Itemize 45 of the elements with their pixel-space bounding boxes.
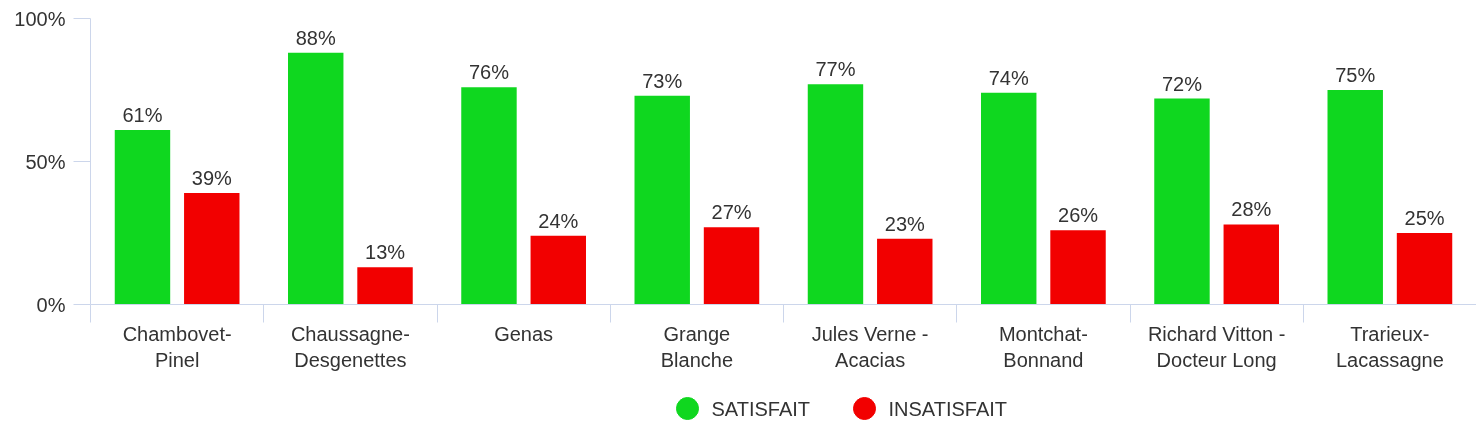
data-label: 28% <box>1231 198 1272 221</box>
legend-label: SATISFAIT <box>711 397 811 420</box>
data-label: 39% <box>191 166 233 189</box>
bar <box>1396 233 1453 305</box>
data-label: 72% <box>1161 72 1203 95</box>
x-tick-label: Grange Blanche <box>660 322 734 371</box>
data-label: 25% <box>1404 207 1445 229</box>
bar <box>634 95 690 305</box>
bar <box>1327 90 1383 305</box>
data-label: 13% <box>365 241 406 264</box>
y-tick-label: 100% <box>14 7 66 30</box>
data-label: 88% <box>295 26 336 49</box>
x-tick-label: Chambovet-Pinel <box>122 322 232 371</box>
data-label: 23% <box>884 212 926 235</box>
data-label: 77% <box>815 58 856 81</box>
y-tick-label: 50% <box>25 150 66 173</box>
data-label: 61% <box>122 104 163 127</box>
data-label: 24% <box>538 209 579 232</box>
bar <box>807 84 864 305</box>
x-tick-label: Richard Vitton - Docteur Long <box>1147 322 1286 371</box>
bar <box>461 87 517 305</box>
bar <box>288 52 344 305</box>
legend-label: INSATISFAIT <box>888 397 1008 420</box>
bar <box>1223 224 1279 305</box>
data-label: 76% <box>468 61 510 84</box>
y-tick-label: 0% <box>36 293 66 316</box>
bar <box>530 235 586 305</box>
bar <box>877 238 933 305</box>
data-label: 26% <box>1058 204 1099 227</box>
bar <box>184 192 240 305</box>
bar <box>1050 230 1106 305</box>
data-label: 27% <box>711 201 752 224</box>
x-tick-label: Jules Verne - Acacias <box>811 322 929 371</box>
x-tick-label: Chaussagne-Desgenettes <box>290 322 410 371</box>
x-tick-label: Trarieux-Lacassagne <box>1335 322 1444 371</box>
x-tick-label: Genas <box>494 322 554 345</box>
bar <box>357 267 413 305</box>
bar <box>703 227 760 305</box>
bar <box>114 130 171 305</box>
data-label: 75% <box>1335 64 1376 86</box>
bar <box>981 92 1037 305</box>
bar <box>1154 98 1210 305</box>
x-tick-label: Montchat-Bonnand <box>998 322 1088 371</box>
data-label: 73% <box>642 69 683 92</box>
data-label: 74% <box>988 66 1029 89</box>
